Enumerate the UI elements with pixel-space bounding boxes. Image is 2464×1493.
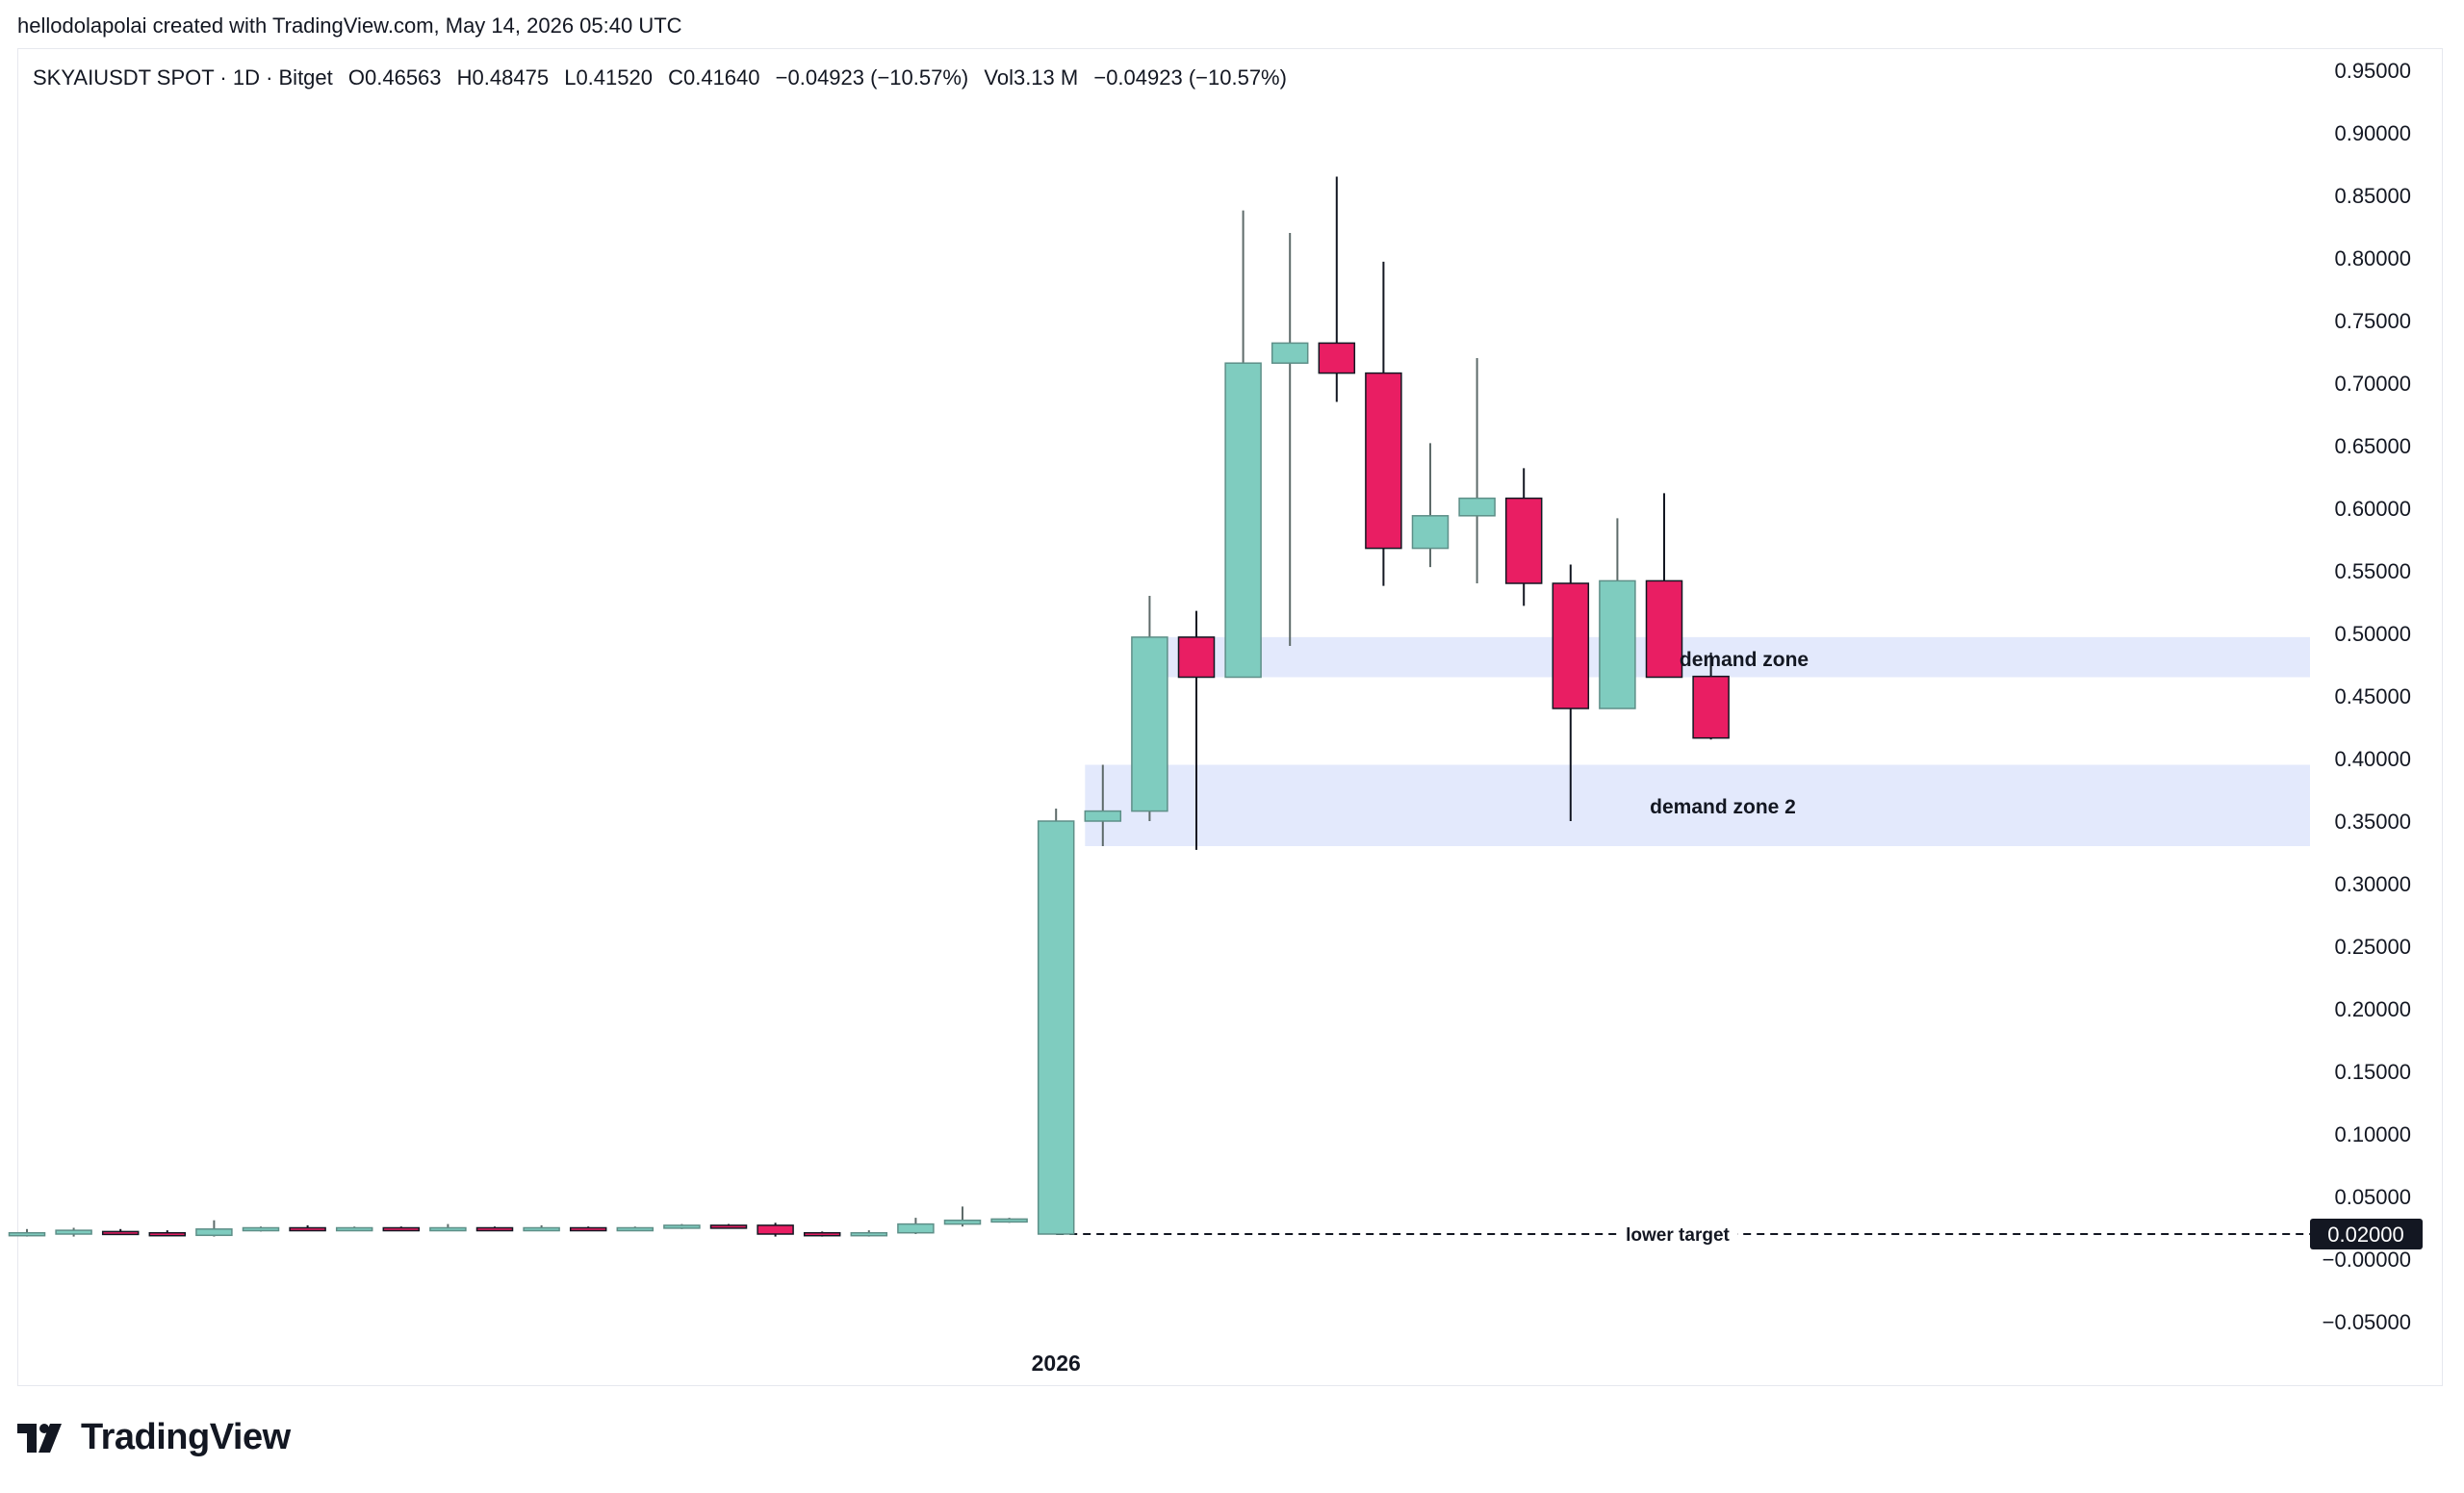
candle-up: [1084, 810, 1122, 822]
candle-down: [289, 1226, 326, 1232]
candle-up: [8, 1231, 46, 1237]
candle-down: [1318, 342, 1356, 374]
candle-up: [429, 1226, 467, 1232]
y-tick-label: 0.75000: [2334, 309, 2411, 333]
candle-up: [850, 1231, 888, 1237]
y-tick-label: 0.35000: [2334, 810, 2411, 834]
candle-down: [1177, 636, 1216, 679]
y-tick-label: 0.90000: [2334, 121, 2411, 145]
candle-up: [1224, 362, 1262, 679]
candle-up: [990, 1218, 1028, 1223]
candle-down: [1504, 497, 1543, 584]
tradingview-logo-text: TradingView: [81, 1417, 291, 1457]
candle-down: [148, 1231, 187, 1237]
attribution-text: hellodolapolai created with TradingView.…: [17, 13, 682, 38]
candle-down: [569, 1226, 607, 1232]
candle-up: [663, 1224, 701, 1229]
candle-up: [943, 1219, 982, 1225]
current-price-badge: [2310, 1219, 2423, 1249]
y-tick-label: 0.70000: [2334, 372, 2411, 396]
candle-down: [1645, 579, 1683, 679]
y-tick-label: 0.95000: [2334, 59, 2411, 83]
legend-change-2: −0.04923 (−10.57%): [1093, 65, 1287, 90]
candle-down: [709, 1224, 748, 1229]
candle-up: [897, 1223, 935, 1234]
chart-legend: SKYAIUSDT SPOT · 1D · Bitget O0.46563 H0…: [33, 65, 1296, 90]
legend-close: C0.41640: [668, 65, 760, 90]
legend-low: L0.41520: [564, 65, 653, 90]
y-tick-label: 0.85000: [2334, 184, 2411, 208]
legend-change: −0.04923 (−10.57%): [775, 65, 969, 90]
candle-down: [382, 1226, 421, 1232]
tradingview-logo[interactable]: TradingView: [17, 1417, 291, 1458]
chart-frame: [17, 48, 2443, 1386]
y-tick-label: −0.05000: [2323, 1310, 2411, 1334]
y-tick-label: 0.55000: [2334, 559, 2411, 583]
demand-zone-rect: [1131, 636, 2310, 678]
y-tick-label: 0.30000: [2334, 872, 2411, 896]
y-tick-label: 0.15000: [2334, 1060, 2411, 1084]
y-tick-label: 0.20000: [2334, 997, 2411, 1021]
demand-zone-rect: [1085, 764, 2310, 846]
lower-target-label-bg: [1618, 1222, 1737, 1247]
candle-down: [101, 1230, 140, 1236]
candle-up: [1458, 497, 1496, 517]
candle-up: [242, 1226, 280, 1232]
y-tick-label: 0.60000: [2334, 497, 2411, 521]
candle-up: [523, 1226, 560, 1232]
candle-up: [1599, 579, 1636, 709]
zone-label: demand zone: [1680, 649, 1809, 671]
y-tick-label: −0.00000: [2323, 1248, 2411, 1272]
candle-up: [195, 1228, 233, 1237]
legend-high: H0.48475: [456, 65, 550, 90]
y-tick-label: 0.80000: [2334, 246, 2411, 270]
candle-down: [1692, 675, 1730, 739]
legend-open: O0.46563: [347, 65, 442, 90]
y-tick-label: 0.25000: [2334, 935, 2411, 959]
legend-volume: Vol3.13 M: [984, 65, 1079, 90]
candle-up: [1270, 342, 1309, 364]
candle-down: [1365, 372, 1402, 550]
candle-up: [1131, 636, 1168, 812]
candle-down: [757, 1224, 794, 1235]
legend-symbol: SKYAIUSDT SPOT · 1D · Bitget: [33, 65, 333, 90]
y-tick-label: 0.05000: [2334, 1185, 2411, 1209]
y-tick-label: 0.65000: [2334, 434, 2411, 458]
y-tick-label: 0.40000: [2334, 747, 2411, 771]
x-axis-label-2026: 2026: [1032, 1351, 1081, 1376]
y-tick-label: 0.50000: [2334, 622, 2411, 646]
candle-down: [1552, 582, 1590, 709]
candle-up: [55, 1229, 92, 1235]
candle-down: [475, 1226, 514, 1232]
zone-label: demand zone 2: [1650, 796, 1796, 818]
candle-up: [1411, 515, 1450, 550]
current-price-label: 0.02000: [2327, 1223, 2404, 1247]
candle-up: [1037, 820, 1075, 1235]
candle-up: [335, 1226, 373, 1232]
lower-target-label: lower target: [1626, 1225, 1730, 1246]
y-tick-label: 0.45000: [2334, 684, 2411, 708]
y-tick-label: 0.10000: [2334, 1122, 2411, 1146]
candle-down: [803, 1231, 841, 1237]
candle-up: [616, 1226, 654, 1232]
tradingview-logo-icon: [17, 1423, 62, 1453]
